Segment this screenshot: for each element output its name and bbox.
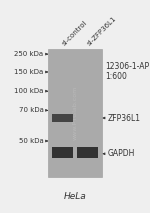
Text: si-control: si-control — [61, 20, 88, 47]
Bar — [52, 147, 73, 158]
Text: 50 kDa: 50 kDa — [19, 138, 44, 144]
Text: 12306-1-AP
1:600: 12306-1-AP 1:600 — [105, 62, 149, 81]
Text: GAPDH: GAPDH — [108, 149, 135, 158]
Text: si-ZFP36L1: si-ZFP36L1 — [86, 15, 117, 47]
Bar — [52, 114, 73, 122]
Text: www.PTGlab.com: www.PTGlab.com — [72, 86, 78, 140]
Text: 100 kDa: 100 kDa — [14, 88, 44, 94]
Bar — [48, 49, 102, 177]
Text: HeLa: HeLa — [64, 192, 86, 201]
Text: 70 kDa: 70 kDa — [19, 107, 44, 113]
Text: 150 kDa: 150 kDa — [14, 69, 44, 75]
Text: ZFP36L1: ZFP36L1 — [108, 114, 141, 122]
Text: 250 kDa: 250 kDa — [14, 51, 44, 57]
Bar — [77, 147, 98, 158]
